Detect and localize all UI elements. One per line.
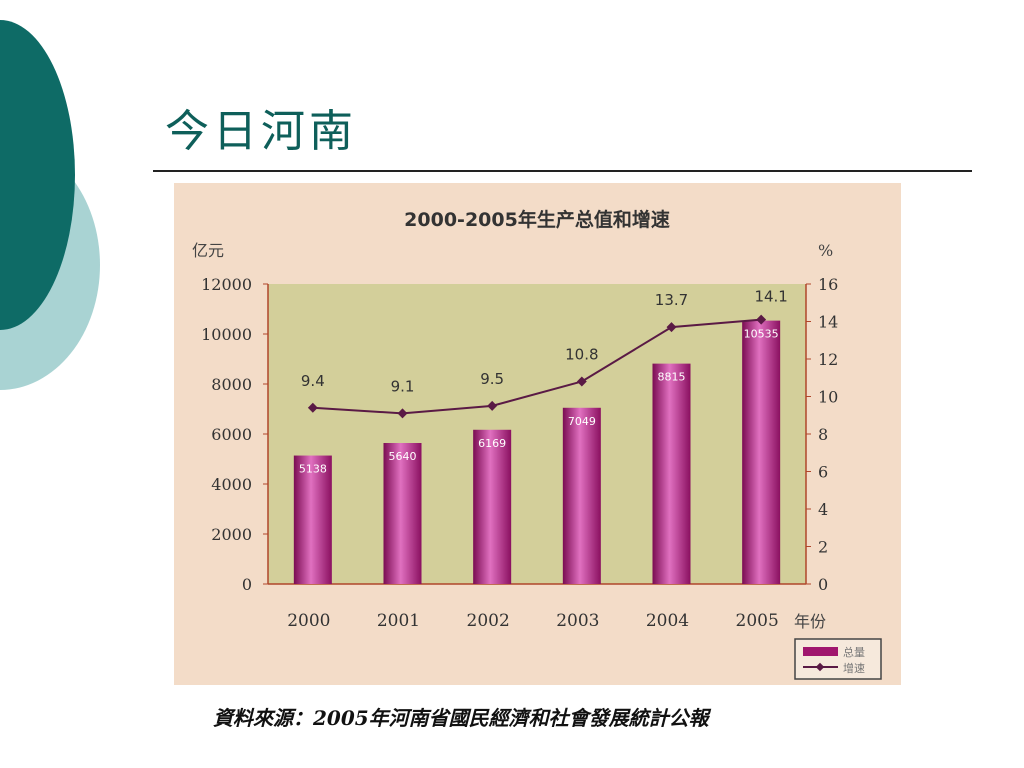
x-tick-label: 2005: [736, 611, 779, 631]
bar-2004: [652, 363, 691, 584]
legend-bar-swatch: [803, 647, 838, 656]
y-tick-label: 10000: [201, 325, 252, 344]
y2-tick-label: 14: [818, 313, 838, 332]
x-tick-label: 2002: [467, 611, 510, 631]
legend-label-growth: 增速: [843, 661, 865, 675]
bar-value-label: 5640: [389, 450, 417, 463]
y-tick-label: 0: [242, 575, 252, 594]
x-axis-label: 年份: [794, 612, 826, 631]
bar-2003: [562, 407, 601, 584]
growth-point-2005: [756, 314, 767, 325]
bar-value-label: 8815: [658, 371, 686, 384]
y-tick-label: 12000: [201, 275, 252, 294]
growth-point-2004: [666, 322, 677, 333]
legend: 总量 增速: [794, 638, 882, 680]
y2-axis-label: %: [818, 241, 833, 260]
y-tick-label: 8000: [211, 375, 252, 394]
bar-2000: [293, 455, 332, 584]
bar-value-label: 10535: [744, 328, 779, 341]
y2-tick-label: 4: [818, 500, 828, 519]
y-axis-label: 亿元: [192, 241, 224, 260]
legend-label-total: 总量: [843, 645, 865, 659]
growth-line: [312, 318, 762, 415]
growth-point-2000: [307, 402, 318, 413]
x-tick-label: 2003: [556, 611, 599, 631]
x-tick-label: 2000: [287, 611, 330, 631]
slide-title: 今日河南: [165, 106, 357, 157]
source-note: 資料來源：2005年河南省國民經濟和社會發展統計公報: [213, 706, 709, 730]
bar-value-label: 5138: [299, 463, 327, 476]
chart-svg: 2000-2005年生产总值和增速 亿元 % 年份 0 2000 4000 6000 8…: [192, 208, 882, 680]
bar-2005: [742, 320, 781, 584]
x-tick-label: 2001: [377, 611, 420, 631]
growth-value-label: 9.1: [391, 377, 415, 395]
y2-tick-label: 0: [818, 575, 828, 594]
plot-area: [268, 284, 806, 584]
x-tick-label: 2004: [646, 611, 689, 631]
growth-value-label: 14.1: [754, 288, 787, 306]
growth-value-label: 9.4: [301, 372, 325, 390]
y2-tick-label: 16: [818, 275, 838, 294]
bar-2001: [383, 443, 422, 584]
y-tick-label: 2000: [211, 525, 252, 544]
y-tick-label: 4000: [211, 475, 252, 494]
chart-title: 2000-2005年生产总值和增速: [404, 208, 670, 231]
y2-tick-label: 6: [818, 463, 828, 482]
y2-tick-label: 8: [818, 425, 828, 444]
growth-value-label: 10.8: [565, 346, 598, 364]
bar-value-label: 6169: [478, 437, 506, 450]
growth-value-label: 9.5: [480, 370, 504, 388]
y-tick-label: 6000: [211, 425, 252, 444]
y2-tick-label: 12: [818, 350, 838, 369]
y2-tick-label: 10: [818, 388, 838, 407]
growth-value-label: 13.7: [655, 291, 688, 309]
chart: 2000-2005年生产总值和增速 亿元 % 年份 0 2000 4000 6000 8…: [174, 183, 901, 685]
bar-2002: [473, 429, 512, 584]
y2-tick-label: 2: [818, 538, 828, 557]
title-divider: [153, 170, 972, 172]
legend-box: [794, 638, 882, 680]
bar-value-label: 7049: [568, 415, 596, 428]
